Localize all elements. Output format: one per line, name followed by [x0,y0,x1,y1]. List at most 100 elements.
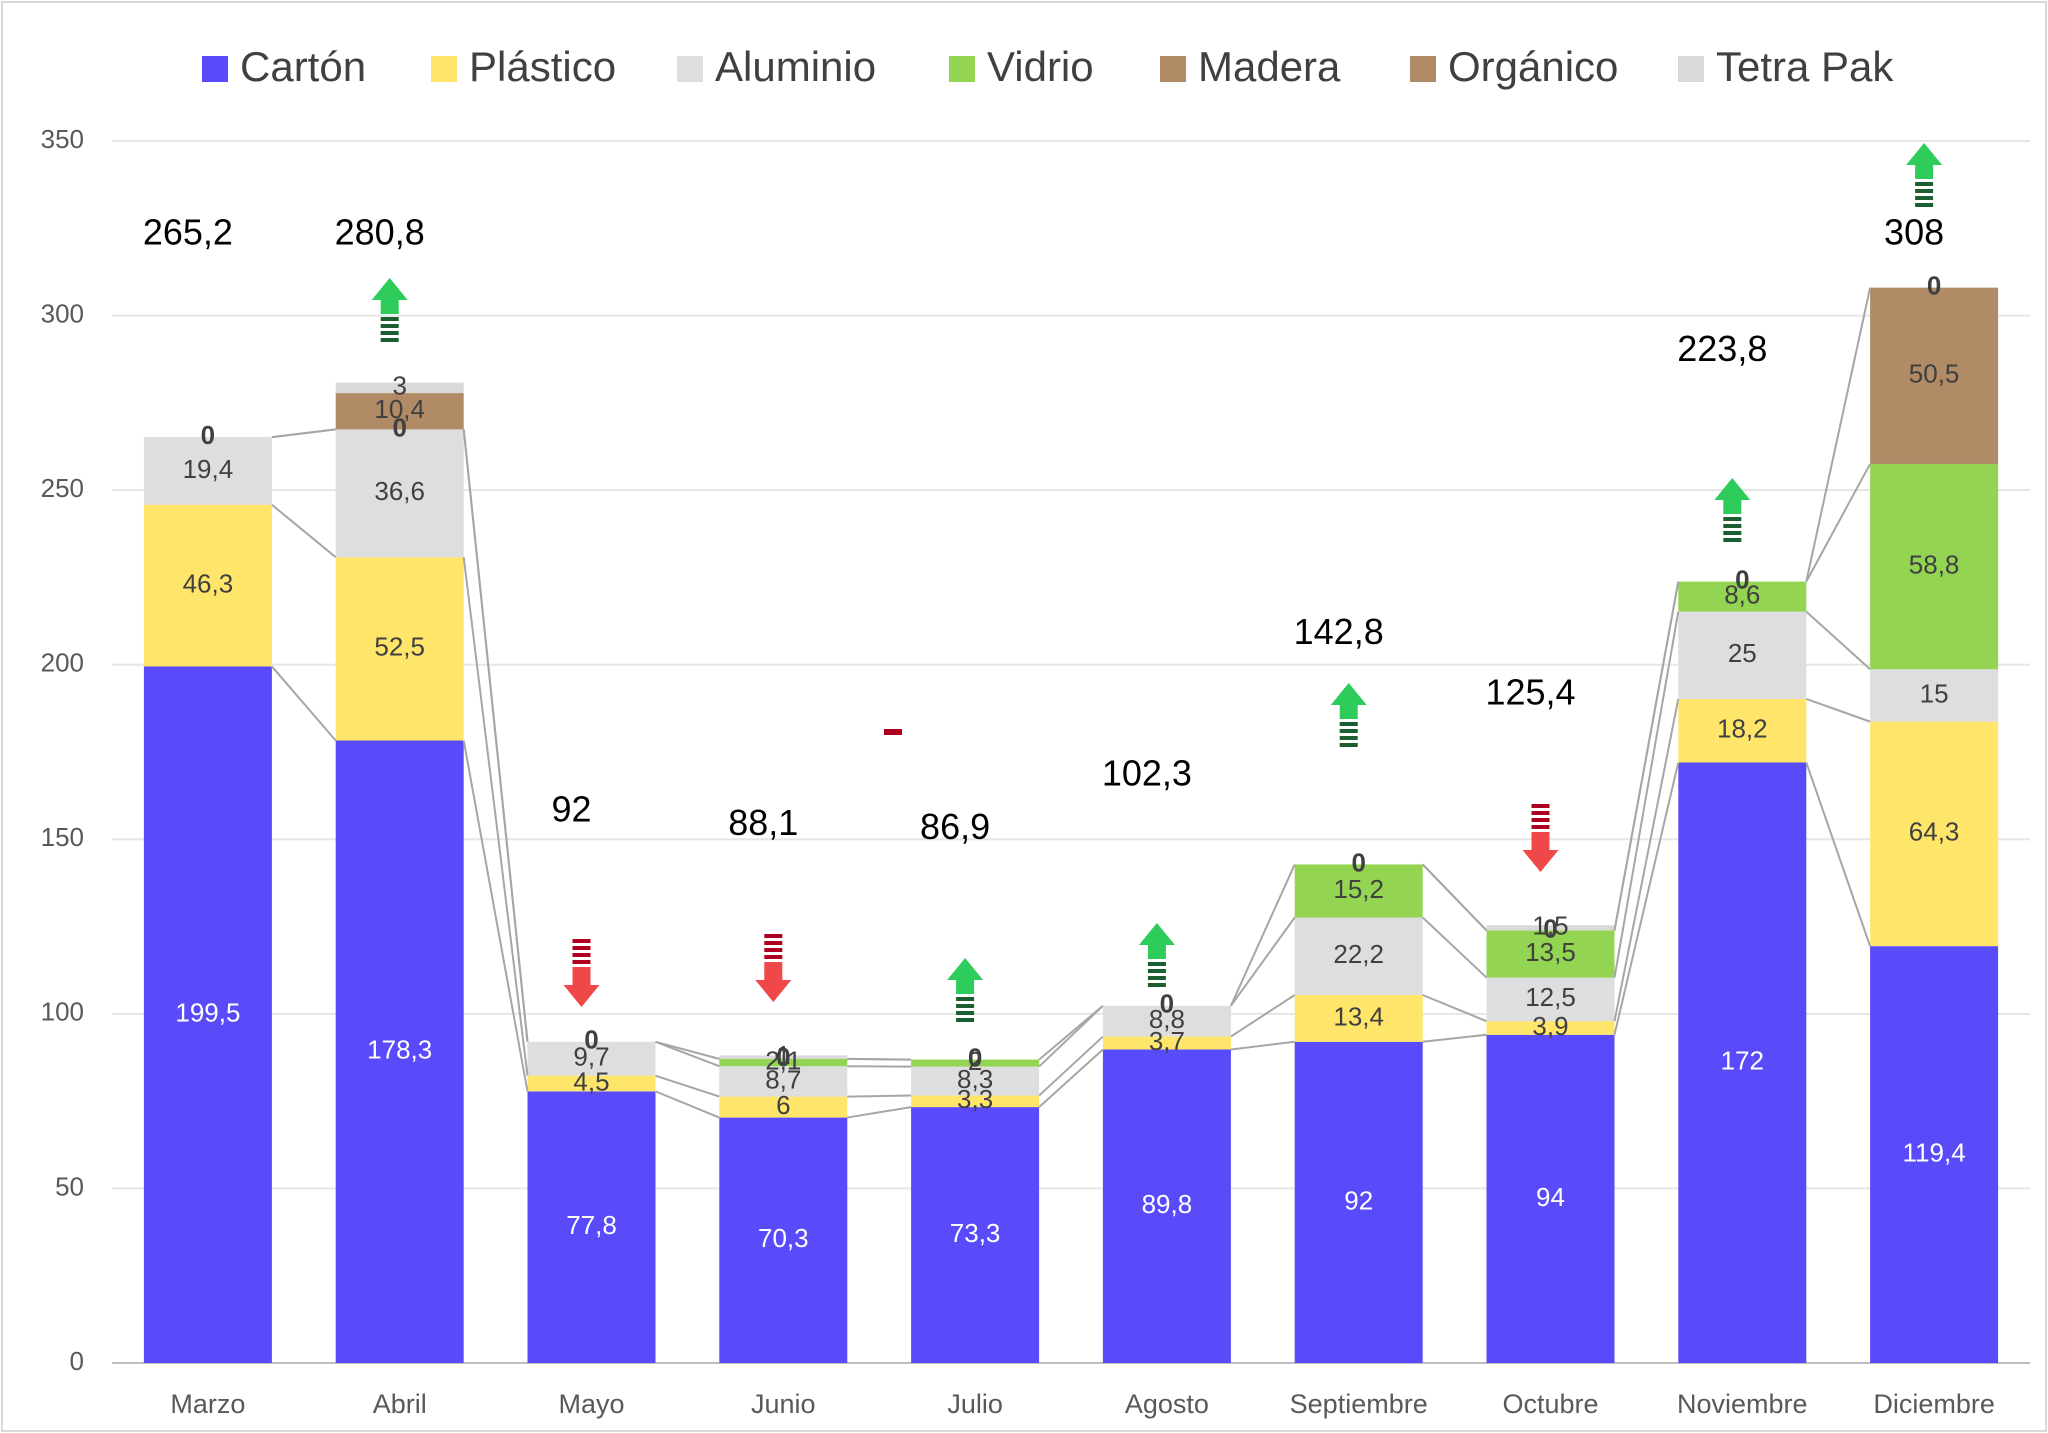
connector [271,428,336,439]
bar-segment [527,1075,656,1092]
data-label: 8,3 [957,1064,993,1094]
data-label: 12,5 [1525,982,1576,1012]
trend-arrow-bar [1531,811,1550,815]
total-label: 280,8 [335,212,425,253]
bar-segment [1870,669,1999,722]
connector [1613,698,1680,1022]
data-label: 15 [1920,678,1949,708]
x-tick-label: Agosto [1125,1389,1209,1419]
connector [1038,1005,1104,1061]
trend-arrow-bar [1339,736,1358,740]
connector [1422,1033,1487,1043]
bar-segment [143,666,272,1363]
bar-segment [1870,946,1999,1363]
connector [462,429,529,1042]
legend-swatch [431,56,457,82]
data-label: 1 [776,1040,790,1070]
bar-segment [143,504,272,667]
data-label: 8,6 [1724,580,1760,610]
data-label: 8,8 [1149,1004,1185,1034]
trend-arrow-bar [1915,196,1934,200]
connector [1422,994,1487,1023]
x-tick-label: Diciembre [1873,1389,1995,1419]
y-tick-label: 100 [41,997,84,1027]
bar-segment [1486,1034,1615,1363]
trend-arrow-bar [956,997,975,1001]
legend-label: Tetra Pak [1716,43,1894,90]
y-tick-label: 50 [55,1171,84,1201]
bar-segment [335,393,464,430]
trend-arrow-bar [572,946,591,950]
data-label: 58,8 [1909,549,1960,579]
data-label: 13,5 [1525,937,1576,967]
connector [462,557,529,1076]
trend-arrow-bar [1915,189,1934,193]
connector [655,1074,720,1098]
data-label: 172 [1721,1046,1764,1076]
data-label: 73,3 [950,1218,1001,1248]
bar-segment [719,1055,848,1059]
data-label: 1,5 [1532,911,1568,941]
connector [847,1057,912,1061]
legend-swatch [949,56,975,82]
connector [1038,1048,1104,1108]
data-label: 3,3 [957,1084,993,1114]
bar-segment [911,1107,1040,1363]
data-label: 2,1 [765,1045,801,1075]
total-label: 223,8 [1677,328,1767,369]
trend-arrow-bar [380,338,399,342]
connector [1613,581,1680,931]
data-label: 19,4 [183,454,234,484]
connector [655,1090,720,1119]
trend-arrow-bar [764,948,783,952]
trend-arrow-bar [764,955,783,959]
bar-segment [1102,1049,1231,1363]
data-label: 13,4 [1333,1001,1384,1031]
trend-arrow [371,278,408,314]
data-label: 3 [392,371,406,401]
trend-arrow-bar [1339,722,1358,726]
y-tick-label: 150 [41,822,84,852]
data-label: 22,2 [1333,939,1384,969]
bar-segment [1294,1041,1423,1363]
trend-arrow-bar [380,317,399,321]
trend-arrow-bar [380,324,399,328]
trend-arrow-bar [1723,524,1742,528]
bar-segment [527,1091,656,1363]
data-label: 8,7 [765,1064,801,1094]
bar-segment [911,1095,1040,1108]
trend-arrow-bar [764,941,783,945]
data-label: 36,6 [374,476,425,506]
x-tick-label: Junio [751,1389,816,1419]
data-label: 9,7 [573,1042,609,1072]
bar-segment [1678,762,1807,1363]
bar-segment [1678,581,1807,612]
bar-segment [527,1041,656,1076]
trend-arrow-bar [572,953,591,957]
y-tick-label: 350 [41,124,84,154]
bar-segment [1486,977,1615,1022]
bar-segment [335,429,464,558]
connector [1422,916,1488,979]
data-label: 3,7 [1149,1026,1185,1056]
bar-segment [1870,287,1999,464]
total-label: 308 [1884,212,1944,253]
bar-segment [1294,995,1423,1042]
trend-arrow-bar [1339,743,1358,747]
legend-label: Madera [1198,43,1341,90]
data-label: 0 [392,412,406,442]
trend-arrow-bar [1531,818,1550,822]
trend-arrow-bar [572,960,591,964]
data-label: 0 [1735,564,1749,594]
legend-label: Plástico [469,43,616,90]
trend-arrow-bar [956,1011,975,1015]
data-label: 94 [1536,1182,1565,1212]
total-label: 265,2 [143,212,233,253]
data-label: 0 [776,1042,790,1072]
trend-arrow-bar [1339,729,1358,733]
legend-swatch [1160,56,1186,82]
bar-segment [335,740,464,1363]
data-label: 0 [1543,913,1557,943]
trend-arrow [1522,832,1559,872]
trend-arrow [1714,478,1751,514]
